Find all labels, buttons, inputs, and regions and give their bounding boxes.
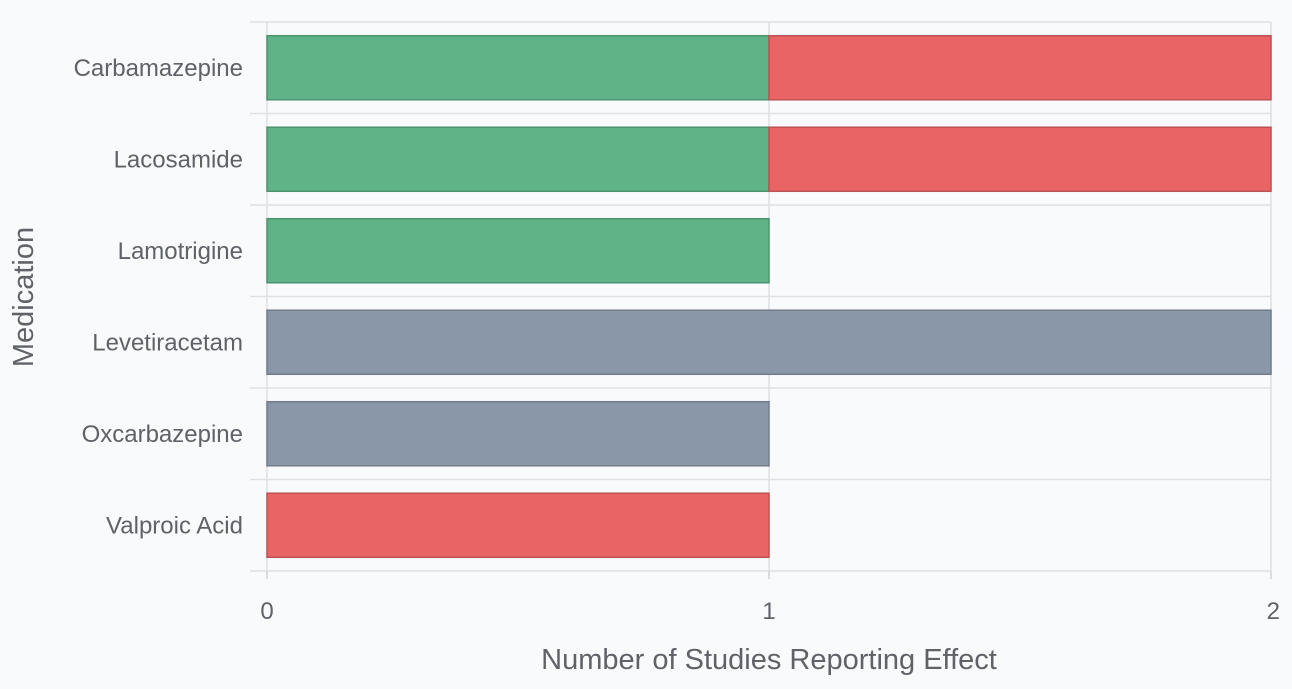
bar-segment — [266, 492, 770, 559]
bar-segment — [266, 126, 770, 193]
bar-segment — [266, 217, 770, 284]
bar-segment — [266, 34, 770, 101]
y-axis-title: Medication — [8, 227, 40, 367]
y-tick-label: Carbamazepine — [74, 55, 243, 82]
bars — [266, 34, 1272, 559]
bar-segment — [768, 34, 1272, 101]
x-axis-title: Number of Studies Reporting Effect — [541, 644, 997, 676]
y-tick-label: Levetiracetam — [92, 329, 243, 356]
bar-segment — [266, 309, 1272, 376]
y-tick-label: Oxcarbazepine — [82, 421, 243, 448]
axes: 0 1 2 Carbamazepine Lacosamide Lamotrigine Lev… — [74, 55, 1280, 625]
x-tick-label: 2 — [1267, 598, 1280, 625]
y-tick-label: Valproic Acid — [106, 512, 243, 539]
grid — [250, 21, 1272, 572]
bar-segment — [768, 126, 1272, 193]
x-tick-label: 1 — [762, 598, 775, 625]
y-tick-label: Lamotrigine — [118, 238, 243, 265]
y-tick-label: Lacosamide — [114, 146, 243, 173]
x-tick-label: 0 — [260, 598, 273, 625]
bar-segment — [266, 400, 770, 467]
